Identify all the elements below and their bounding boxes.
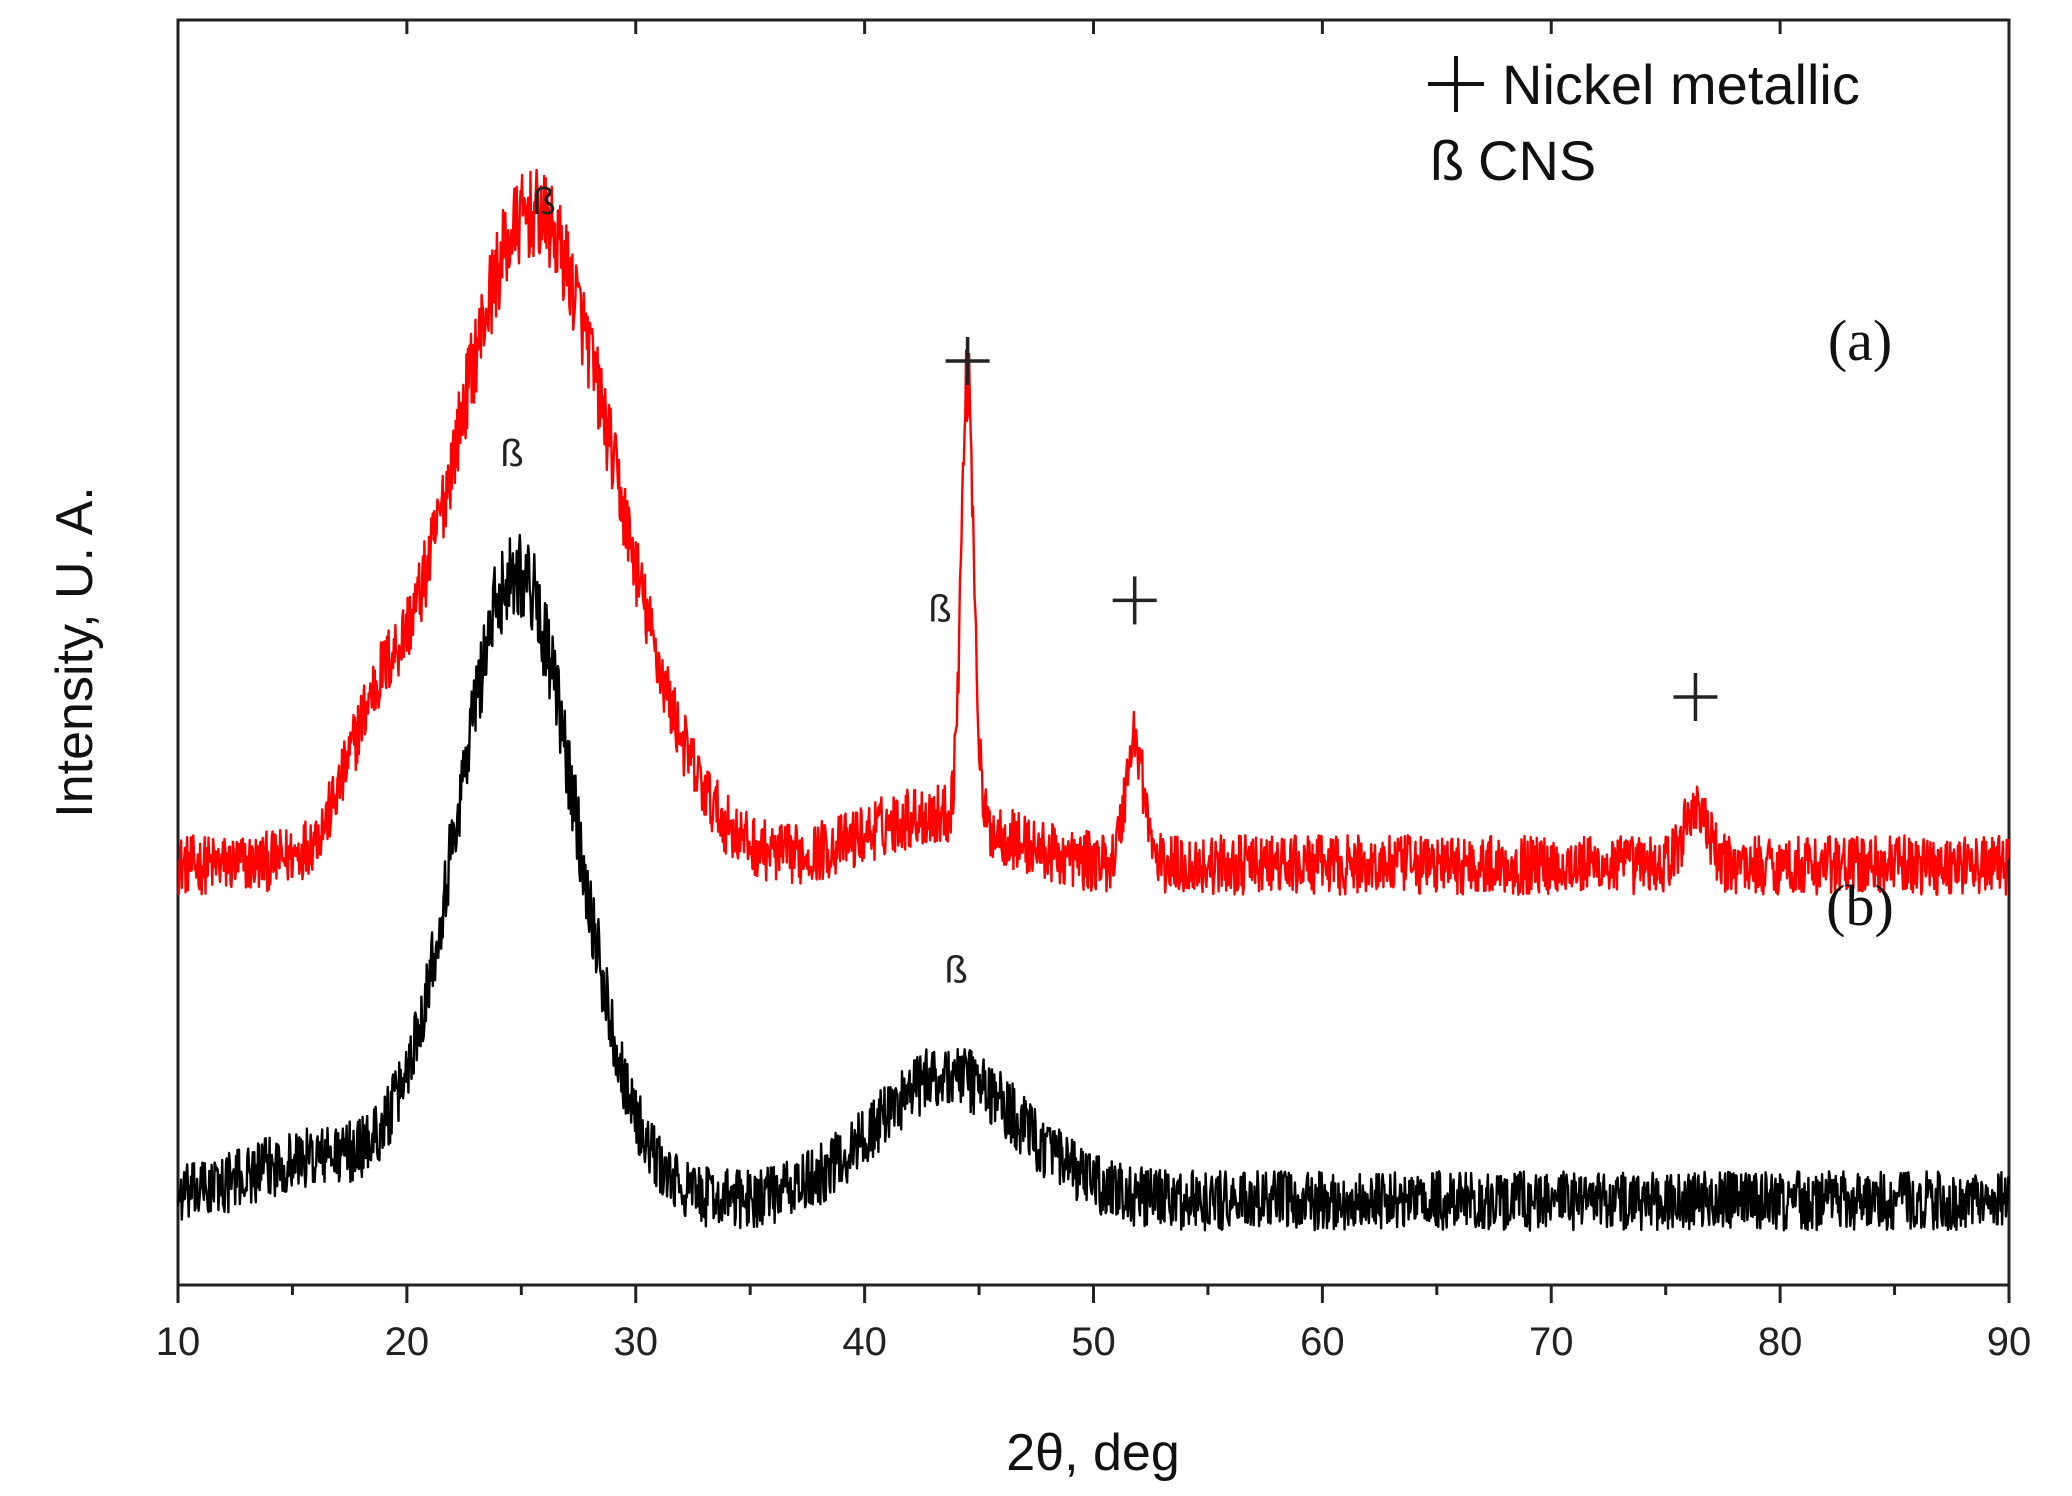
x-tick-label: 60 <box>1300 1320 1345 1364</box>
y-axis-title: Intensity, U. A. <box>46 486 104 817</box>
beta-peak-label: ß <box>533 181 556 223</box>
plot-frame <box>176 18 2011 1287</box>
beta-peak-label: ß <box>929 588 952 630</box>
series-line-a <box>177 168 2011 896</box>
x-axis-ticks: 10 20 30 40 50 60 70 80 90 <box>156 20 2032 1364</box>
x-tick-label: 70 <box>1529 1320 1574 1364</box>
legend-label-cns: CNS <box>1478 129 1596 192</box>
legend-label-nickel: Nickel metallic <box>1502 53 1860 116</box>
x-tick-label: 30 <box>614 1320 659 1364</box>
x-tick-label: 10 <box>156 1320 201 1364</box>
x-tick-label: 90 <box>1987 1320 2032 1364</box>
panel-label-b: (b) <box>1826 873 1894 938</box>
panel-labels: (a) (b) <box>1826 308 1894 938</box>
x-tick-label: 20 <box>385 1320 430 1364</box>
x-tick-label: 50 <box>1071 1320 1116 1364</box>
series-layer <box>176 168 2011 1232</box>
beta-peak-label: ß <box>945 950 968 992</box>
legend-symbol-beta: ß <box>1430 129 1464 192</box>
series-line-b <box>176 533 2011 1232</box>
peak-annotations: ß ß ß ß <box>501 181 1718 992</box>
x-axis-title: 2θ, deg <box>1006 1424 1180 1482</box>
x-tick-label: 80 <box>1758 1320 1803 1364</box>
x-tick-label: 40 <box>842 1320 887 1364</box>
legend: Nickel metallic ß CNS <box>1428 53 1860 192</box>
panel-label-a: (a) <box>1828 308 1892 373</box>
beta-peak-label: ß <box>501 433 524 475</box>
